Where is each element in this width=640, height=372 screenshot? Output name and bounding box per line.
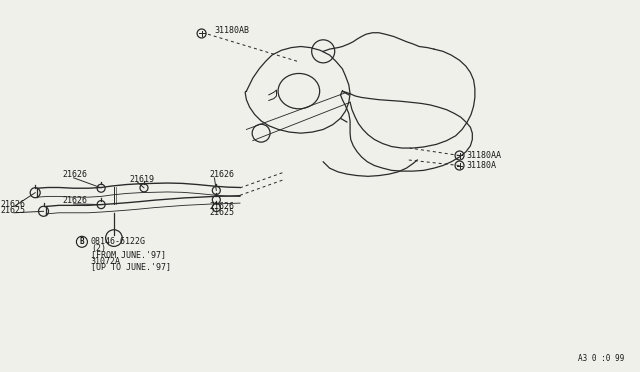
Text: [FROM JUNE.'97]: [FROM JUNE.'97] [91,250,166,259]
Text: 31180AB: 31180AB [214,26,250,35]
Text: 08146-6122G: 08146-6122G [91,237,146,246]
Text: A3 0 :0 99: A3 0 :0 99 [578,355,624,363]
Text: 31072A: 31072A [91,257,121,266]
Text: B: B [79,237,84,246]
Text: 21626: 21626 [0,200,25,209]
Text: 21626: 21626 [210,170,235,179]
Text: [UP TO JUNE.'97]: [UP TO JUNE.'97] [91,263,171,272]
Text: 21626: 21626 [210,202,235,211]
Text: 21625: 21625 [210,208,235,217]
Text: (2): (2) [91,244,106,253]
Text: 31180A: 31180A [466,161,496,170]
Text: 21625: 21625 [0,206,25,215]
Text: 21619: 21619 [129,175,154,184]
Text: 21626: 21626 [63,170,88,179]
Text: 21626: 21626 [63,196,88,205]
Text: 31180AA: 31180AA [466,151,501,160]
